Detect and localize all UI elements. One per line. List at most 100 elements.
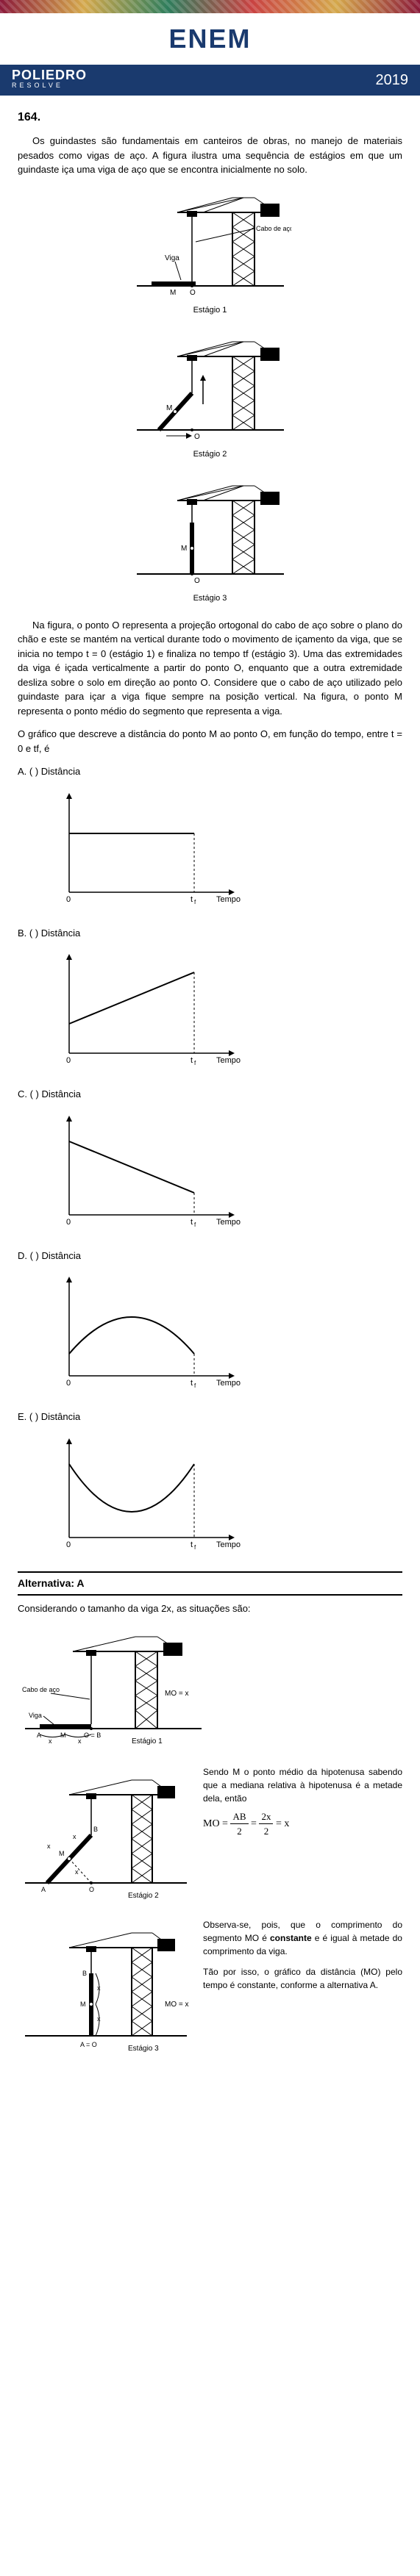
option-b: B. ( ) Distância 0 tf Tempo [18,926,402,1076]
svg-text:MO = x: MO = x [165,1690,189,1698]
graph-a: 0 tf Tempo [40,782,246,914]
brand-block: POLIEDRO RESOLVE [12,69,87,91]
svg-text:x: x [49,1737,52,1745]
crane-stage2-svg: M O [129,334,291,445]
svg-text:0: 0 [66,895,71,904]
svg-text:A: A [41,1886,46,1893]
f-2b: 2 [259,1824,273,1839]
solution-stage1: Cabo de aço Viga MO = x xx MO = B A Está… [18,1626,402,1755]
option-a: A. ( ) Distância 0 tf Tempo [18,764,402,914]
crane-figures: Viga M O Cabo de aço Estágio 1 [18,190,402,605]
svg-text:B: B [82,1970,87,1977]
header-decorative-bar [0,0,420,13]
question-p3: O gráfico que descreve a distância do po… [18,727,402,756]
svg-text:t: t [191,1056,193,1065]
stage1-figure: Viga M O Cabo de aço Estágio 1 [129,190,291,317]
solution-formula: MO = AB2 = 2x2 = x [203,1809,402,1839]
f-2a: 2 [230,1824,248,1839]
solution-intro: Considerando o tamanho da viga 2x, as si… [18,1601,402,1616]
page-content: 164. Os guindastes são fundamentais em c… [0,96,420,2084]
svg-text:0: 0 [66,1218,71,1227]
sol-crane2: x x M B A O x Estágio 2 [18,1765,194,1905]
brand-subtitle: RESOLVE [12,81,87,91]
svg-text:f: f [194,1060,196,1066]
svg-text:M: M [166,404,172,412]
svg-text:f: f [194,1221,196,1228]
svg-text:Tempo: Tempo [216,1540,241,1549]
svg-text:x: x [47,1843,51,1850]
crane-stage3-svg: M O [129,478,291,589]
label-cabo: Cabo de aço [256,225,291,232]
header-bar: POLIEDRO RESOLVE 2019 [0,65,420,96]
svg-text:Estágio 3: Estágio 3 [128,2045,159,2053]
option-a-label: A. ( ) Distância [18,764,402,779]
st3b: constante [270,1933,312,1943]
svg-text:O = B: O = B [84,1732,101,1739]
svg-text:Tempo: Tempo [216,1218,241,1227]
svg-text:A: A [37,1732,41,1739]
stage1-label: Estágio 1 [129,304,291,317]
question-p1: Os guindastes são fundamentais em cantei… [18,134,402,177]
svg-text:M: M [80,2001,86,2008]
graph-d: 0 tf Tempo [40,1266,246,1398]
svg-text:Cabo de aço: Cabo de aço [22,1686,60,1693]
svg-text:Tempo: Tempo [216,1379,241,1388]
svg-text:O: O [194,577,200,585]
solution-stage3: M B xx MO = x A = O Estágio 3 Observa-se… [18,1918,402,2058]
svg-text:A = O: A = O [80,2041,97,2048]
svg-text:Viga: Viga [29,1712,42,1719]
solution-header: Alternativa: A [18,1571,402,1596]
graph-b: 0 tf Tempo [40,943,246,1075]
option-c: C. ( ) Distância 0 tf Tempo [18,1087,402,1237]
question-p2: Na figura, o ponto O representa a projeç… [18,618,402,719]
stage2-label: Estágio 2 [129,448,291,461]
svg-text:O: O [194,433,200,441]
svg-text:x: x [73,1833,76,1840]
brand-name: POLIEDRO [12,69,87,81]
solution-text3-block: Observa-se, pois, que o comprimento do s… [203,1918,402,1992]
svg-text:0: 0 [66,1379,71,1388]
option-b-label: B. ( ) Distância [18,926,402,941]
option-e: E. ( ) Distância 0 tf Tempo [18,1410,402,1560]
exam-year: 2019 [376,69,409,91]
svg-text:Tempo: Tempo [216,1056,241,1065]
sol-crane3: M B xx MO = x A = O Estágio 3 [18,1918,194,2058]
solution-text2: Sendo M o ponto médio da hipotenusa sabe… [203,1765,402,1805]
f-2x: 2x [259,1809,273,1825]
sol-crane1: Cabo de aço Viga MO = x xx MO = B A Está… [18,1626,209,1751]
svg-text:M: M [59,1850,65,1857]
svg-text:B: B [93,1826,98,1833]
crane-stage1-svg: Viga M O Cabo de aço [129,190,291,301]
svg-text:t: t [191,895,193,904]
svg-text:Tempo: Tempo [216,895,241,904]
svg-text:f: f [194,1382,196,1389]
option-d-label: D. ( ) Distância [18,1249,402,1263]
svg-text:O: O [89,1886,94,1893]
f-eqx: = x [276,1818,289,1829]
option-c-label: C. ( ) Distância [18,1087,402,1102]
solution-text3: Observa-se, pois, que o comprimento do s… [203,1918,402,1958]
f-mo: MO = [203,1818,228,1829]
svg-text:t: t [191,1379,193,1388]
question-number: 164. [18,109,402,126]
exam-title: ENEM [0,13,420,65]
graph-c: 0 tf Tempo [40,1105,246,1237]
svg-text:0: 0 [66,1540,71,1549]
label-viga: Viga [165,254,179,262]
svg-text:0: 0 [66,1056,71,1065]
svg-text:Estágio 1: Estágio 1 [132,1737,163,1746]
svg-text:MO = x: MO = x [165,2001,189,2009]
graph-e: 0 tf Tempo [40,1427,246,1560]
svg-text:O: O [190,289,196,297]
svg-text:f: f [194,899,196,905]
solution-text4: Tão por isso, o gráfico da distância (MO… [203,1965,402,1992]
stage3-figure: M O Estágio 3 [129,478,291,605]
solution-stage2: x x M B A O x Estágio 2 Sendo M o ponto mé… [18,1765,402,1905]
solution-text2-block: Sendo M o ponto médio da hipotenusa sabe… [203,1765,402,1843]
option-e-label: E. ( ) Distância [18,1410,402,1424]
svg-text:Estágio 2: Estágio 2 [128,1892,159,1900]
svg-text:x: x [75,1868,79,1876]
f-ab: AB [230,1809,248,1825]
stage2-figure: M O Estágio 2 [129,334,291,461]
svg-text:f: f [194,1544,196,1551]
